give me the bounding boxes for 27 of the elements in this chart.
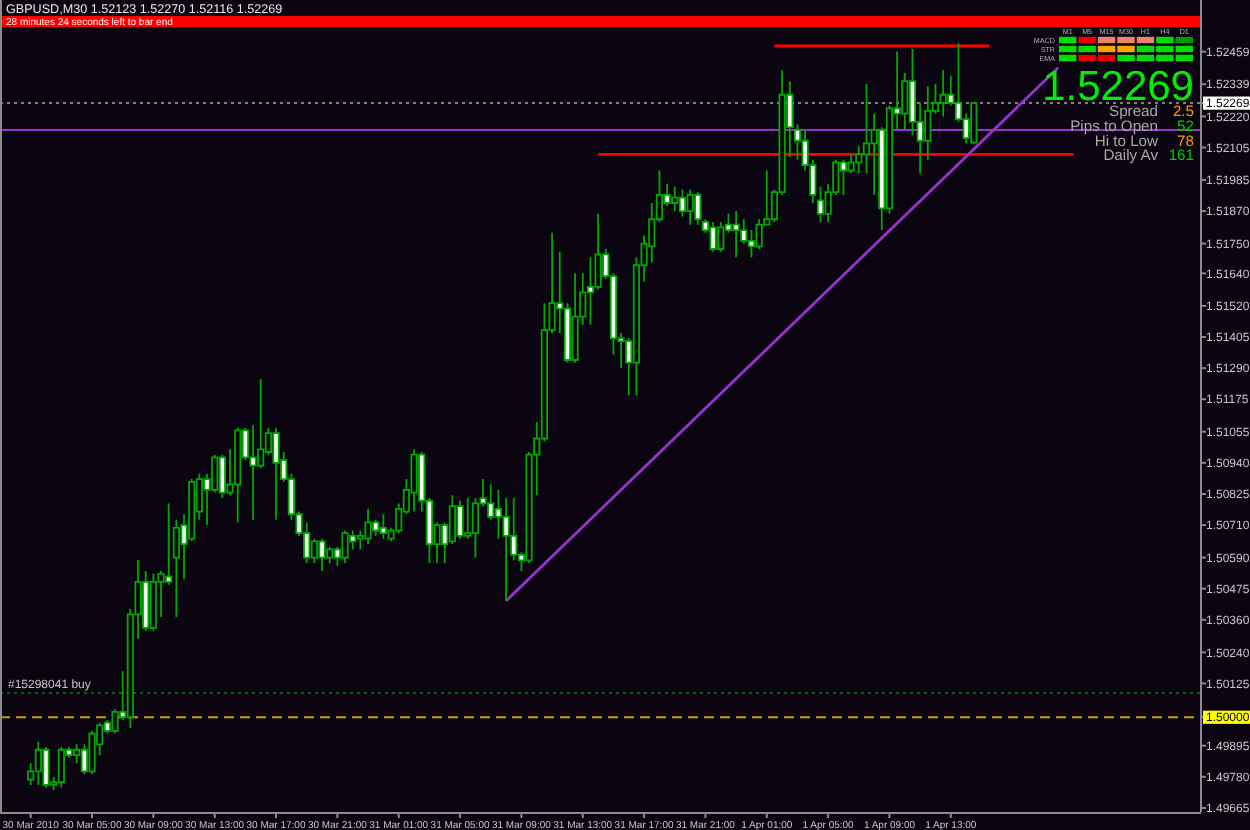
candlestick — [326, 545, 334, 564]
candlestick — [218, 453, 226, 499]
candlestick — [732, 210, 740, 259]
candlestick — [970, 101, 978, 146]
candlestick — [34, 740, 42, 786]
candlestick — [410, 448, 418, 513]
candlestick — [318, 537, 326, 573]
candlestick — [571, 272, 579, 364]
candlestick — [502, 497, 510, 602]
candlestick — [456, 499, 464, 540]
candlestick — [686, 188, 694, 226]
candlestick — [341, 529, 349, 564]
candlestick — [717, 221, 725, 253]
candlestick — [671, 185, 679, 213]
candlestick — [839, 158, 848, 196]
candlestick — [42, 746, 50, 789]
candlestick — [234, 426, 242, 524]
candlestick — [678, 188, 687, 218]
candlestick — [939, 69, 947, 118]
candlestick — [57, 746, 65, 789]
candlestick — [379, 513, 387, 540]
candlestick — [364, 507, 372, 545]
candlestick — [149, 572, 157, 632]
candlestick — [694, 191, 702, 226]
candlestick — [88, 729, 96, 776]
candlestick — [272, 426, 280, 521]
candlestick — [709, 221, 717, 253]
